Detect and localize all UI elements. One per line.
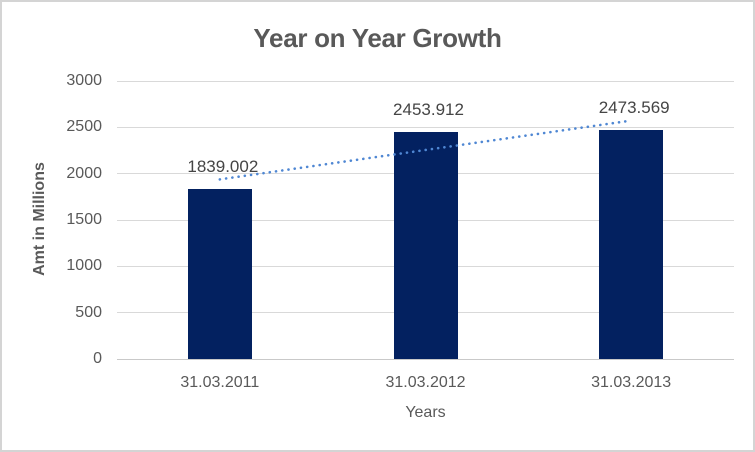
gridline — [117, 80, 734, 82]
x-axis-title: Years — [405, 404, 446, 421]
y-tick-label: 3000 — [66, 72, 102, 89]
y-tick-label: 2000 — [66, 164, 102, 182]
gridline — [117, 126, 734, 128]
bar-31.03.2012 — [393, 131, 458, 359]
bar-data-label: 2473.569 — [598, 97, 670, 117]
y-tick-label: 1500 — [66, 211, 102, 228]
y-tick-label: 1000 — [66, 257, 102, 275]
y-tick-label: 2500 — [66, 118, 102, 136]
x-tick-label: 31.03.2012 — [385, 374, 466, 391]
x-axis-line — [117, 358, 734, 360]
x-tick-label: 31.03.2013 — [591, 374, 672, 391]
bar-31.03.2011 — [187, 188, 252, 359]
y-tick-label: 500 — [75, 303, 102, 321]
chart-title: Year on Year Growth — [253, 23, 502, 53]
y-tick-label: 0 — [93, 350, 102, 367]
x-tick-label: 31.03.2011 — [180, 374, 260, 391]
bar-31.03.2013 — [599, 129, 664, 359]
bar-data-label: 1839.002 — [187, 156, 259, 176]
bar-data-label: 2453.912 — [393, 99, 464, 119]
